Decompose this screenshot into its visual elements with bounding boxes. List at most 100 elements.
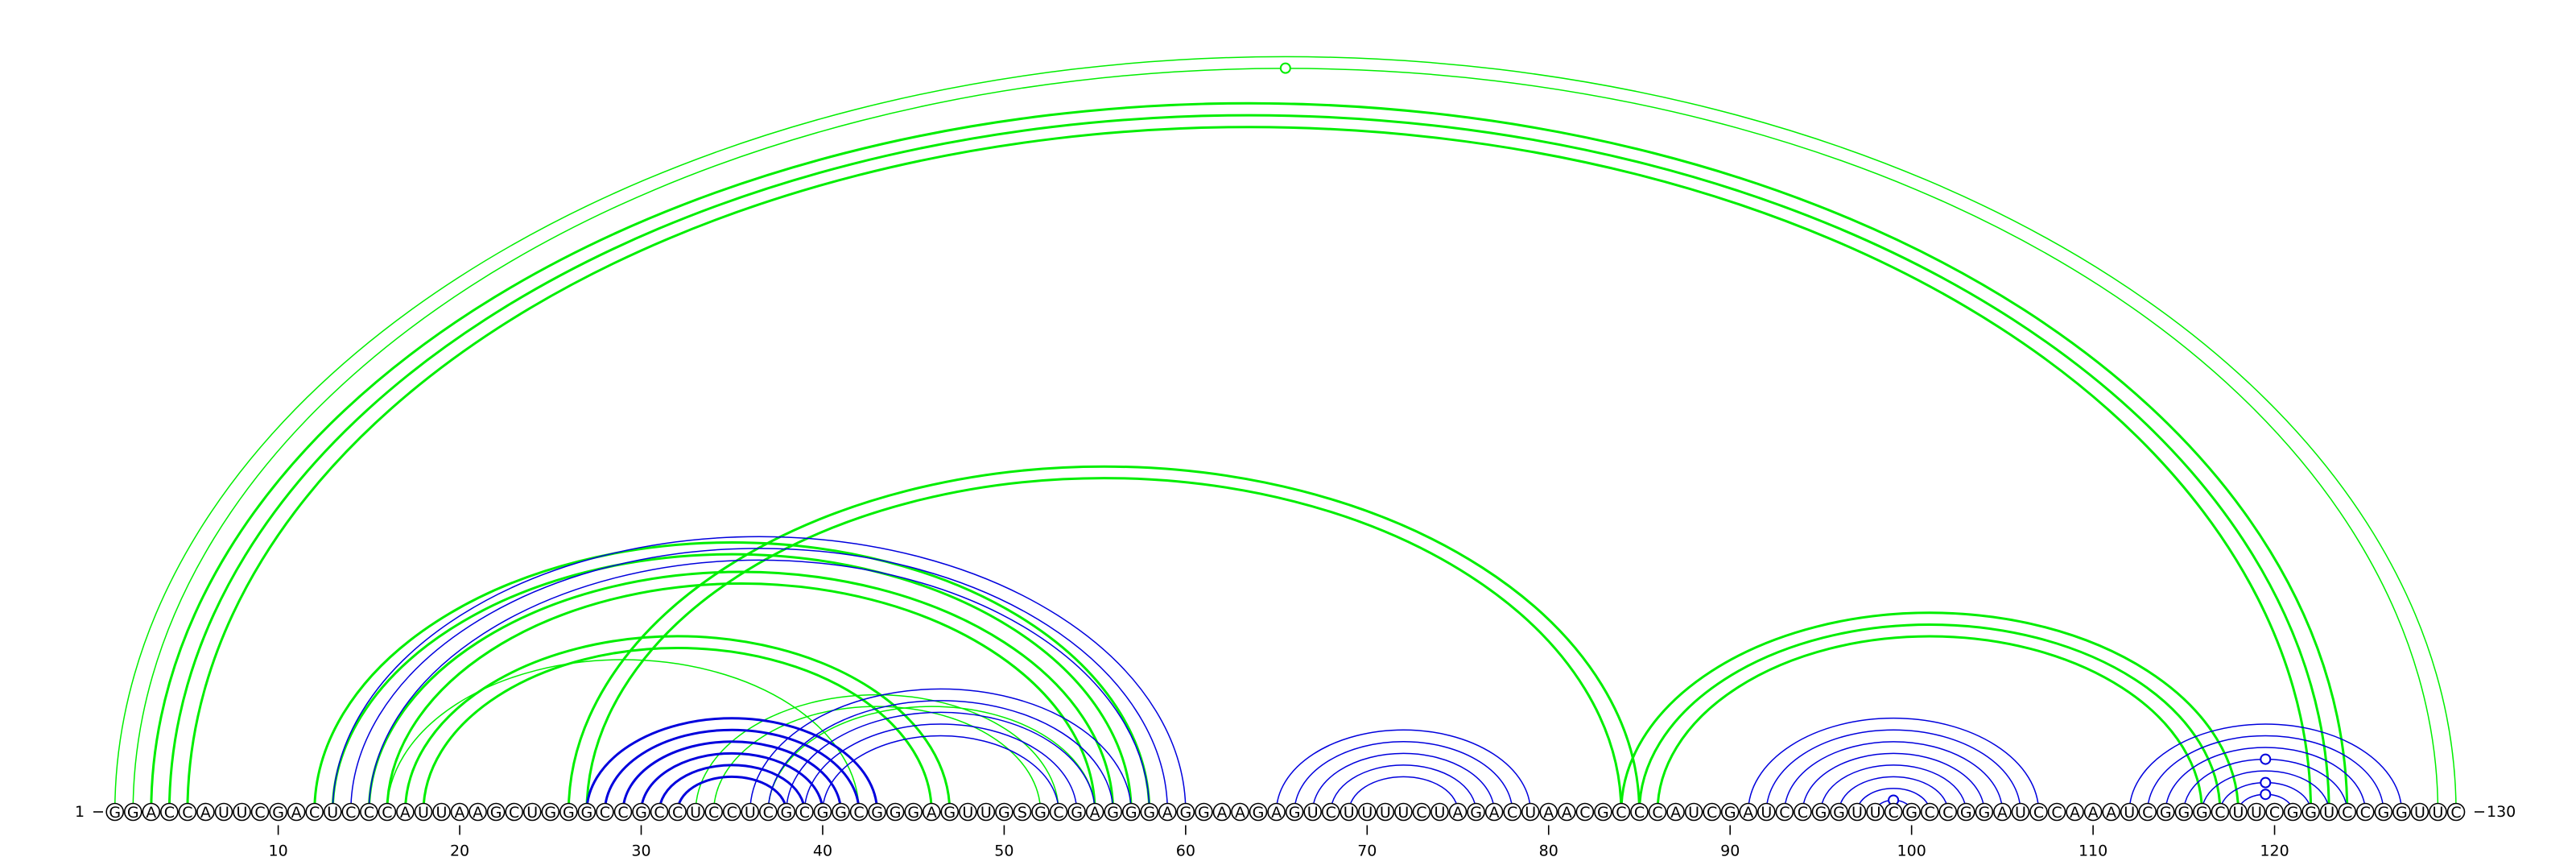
nucleotide-letter: A [1562,804,1572,822]
nucleotide-letter: G [2160,804,2172,822]
green-arc [567,466,1641,813]
nucleotide-circle [450,802,469,822]
tick-label: 80 [1539,843,1558,857]
nucleotide-letter: C [2142,804,2153,822]
tick-label: 50 [994,843,1013,857]
nucleotide-circle [2138,802,2157,822]
blue-arc [1275,729,1531,813]
blue-arc [621,740,842,813]
nucleotide-letter: U [1380,804,1391,822]
nucleotide-circle [2374,802,2393,822]
nucleotide-letter: C [345,804,356,822]
green-arc [712,706,1042,813]
backbone-layer: 1 130 [75,803,2516,821]
nucleotide-circle [2283,802,2302,822]
nucleotide-circle [305,802,324,822]
nucleotide-letter: G [871,804,883,822]
nucleotide-letter: G [780,804,792,822]
green-arc [585,477,1623,813]
nucleotide-circle [1249,802,1268,822]
nucleotide-circle [704,802,723,822]
blue-arc [2165,747,2367,813]
green-arc [367,570,1115,813]
blue-arc [1820,764,1967,813]
end-label: 130 [2487,803,2516,821]
nucleotide-circle [1993,802,2012,822]
green-arc [1656,635,2203,813]
nucleotide-circle [1739,802,1758,822]
nucleotide-letter: U [436,804,448,822]
nucleotide-letter: A [2088,804,2099,822]
nucleotide-letter: A [1235,804,1245,822]
nucleotide-circle [486,802,506,822]
nucleotide-letter: C [2360,804,2371,822]
nucleotide-letter: U [2251,804,2262,822]
nucleotide-circle [1575,802,1595,822]
nucleotide-circle [886,802,905,822]
nucleotide-letter: C [2450,804,2461,822]
nucleotide-letter: C [1652,804,1662,822]
blue-arc [822,735,1059,813]
nucleotide-circle [1013,802,1032,822]
ticks-layer: 10 20 30 40 50 60 70 80 90 100 110 120 [269,825,2289,857]
blue-arc [1802,753,1985,813]
nucleotide-circle [777,802,796,822]
nucleotide-letter: U [2432,804,2443,822]
nucleotide-letter: U [1344,804,1355,822]
nucleotide-letter: G [1960,804,1972,822]
nucleotide-letter: C [2033,804,2044,822]
nucleotide-letter: G [1978,804,1990,822]
nucleotide-letter: G [1143,804,1155,822]
nucleotide-circle [1794,802,1812,822]
blue-arc [2146,735,2384,813]
nucleotide-circle [632,802,650,822]
nucleotide-letter: G [563,804,575,822]
nucleotide-letter: U [2124,804,2135,822]
nucleotide-circle [596,802,614,822]
nucleotide-circle [1558,802,1576,822]
nucleotide-circle [1594,802,1612,822]
nucleotide-letter: U [690,804,701,822]
nucleotide-letter: A [1453,804,1463,822]
nucleotide-letter: G [1125,804,1137,822]
nucleotide-circle [2029,802,2048,822]
nucleotide-circle [1920,802,1939,822]
nucleotide-letter: U [962,804,973,822]
green-arc [186,125,2313,813]
nucleotide-letter: G [998,804,1010,822]
nucleotide-letter: U [1761,804,1772,822]
nucleotide-letter: U [1688,804,1699,822]
nucleotide-letter: U [1870,804,1881,822]
nucleotide-circle [2247,802,2266,822]
tick-label: 70 [1357,843,1377,857]
nucleotide-circle [105,802,124,822]
nucleotide-circle [2083,802,2103,822]
nucleotide-circle [1430,802,1449,822]
nucleotide-letter: G [1107,804,1119,822]
nucleotide-circle [2229,802,2248,822]
blue-arc [2128,723,2403,813]
nucleotide-letter: C [1798,804,1808,822]
green-arc [695,693,1059,813]
nucleotide-letter: C [1507,804,1517,822]
nucleotide-circle [1811,802,1831,822]
nucleotide-circle [196,802,215,822]
blue-arc [749,688,1132,813]
nucleotide-circle [940,802,960,822]
nucleotide-letter: U [1852,804,1863,822]
nucleotide-circle [795,802,814,822]
green-arc [767,706,1096,813]
nucleotide-letter: C [382,804,392,822]
nucleotide-letter: A [1271,804,1282,822]
nucleotide-letter: G [2178,804,2190,822]
nucleotide-letter: A [1162,804,1173,822]
blue-arc [585,717,879,813]
nucleotide-circle [2120,802,2139,822]
nucleotide-circle [469,802,487,822]
blue-arc [1765,729,2021,813]
nucleotide-letter: C [1925,804,1935,822]
blue-arc [368,559,1150,813]
nucleotide-circle [2338,802,2357,822]
nucleotide-circle [1503,802,1521,822]
nucleotide-letter: C [1616,804,1626,822]
